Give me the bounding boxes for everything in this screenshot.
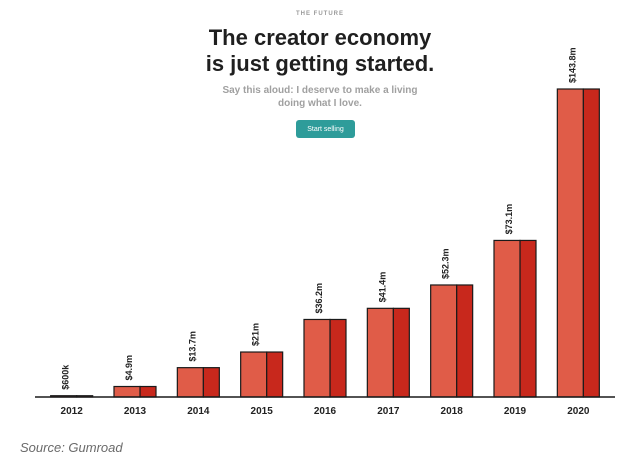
x-tick-label: 2015: [251, 406, 274, 417]
value-labels: $600k $4.9m $13.7m $21m $36.2m $41.4m $52.3m $7…: [61, 47, 578, 389]
eyebrow-label: THE FUTURE: [296, 11, 344, 17]
value-label: $13.7m: [187, 331, 197, 362]
bar-front-face: [303, 318, 331, 398]
bar-2020: [556, 88, 600, 398]
x-tick-label: 2013: [124, 406, 147, 417]
value-label: $21m: [251, 323, 261, 346]
start-selling-button[interactable]: Start selling: [296, 120, 355, 138]
bar-side-face: [266, 351, 284, 398]
value-label: $36.2m: [314, 283, 324, 314]
bar-2014: [176, 367, 220, 398]
bar-side-face: [519, 239, 537, 398]
page-title-line-1: The creator economy: [208, 25, 432, 50]
x-tick-labels: 2012 2013 2014 2015 2016 2017 2018 2019 2020: [61, 406, 590, 417]
bar-side-face: [202, 367, 220, 398]
bar-2016: [303, 318, 347, 398]
bar-front-face: [493, 239, 521, 398]
x-tick-label: 2020: [567, 406, 590, 417]
bar-2019: [493, 239, 537, 398]
bar-side-face: [139, 385, 157, 398]
bar-front-face: [113, 385, 141, 398]
x-tick-label: 2018: [441, 406, 464, 417]
bar-side-face: [582, 88, 600, 398]
x-tick-label: 2016: [314, 406, 337, 417]
bar-2017: [366, 307, 410, 398]
subtitle-line-2: doing what I love.: [278, 98, 362, 109]
bar-front-face: [176, 367, 204, 398]
value-label: $73.1m: [504, 204, 514, 235]
bar-2018: [430, 284, 474, 398]
value-label: $600k: [61, 364, 71, 390]
value-label: $4.9m: [124, 355, 134, 381]
x-tick-label: 2012: [61, 406, 84, 417]
bar-front-face: [240, 351, 268, 398]
page-title-line-2: is just getting started.: [205, 51, 435, 76]
source-caption: Source: Gumroad: [20, 440, 123, 455]
subtitle-line-1: Say this aloud: I deserve to make a livi…: [222, 85, 418, 96]
value-label: $143.8m: [567, 47, 577, 83]
x-tick-label: 2017: [377, 406, 400, 417]
bar-front-face: [430, 284, 458, 398]
bar-front-face: [556, 88, 584, 398]
bar-side-face: [392, 307, 410, 398]
x-tick-label: 2014: [187, 406, 210, 417]
bar-front-face: [366, 307, 394, 398]
value-label: $41.4m: [377, 272, 387, 303]
bar-side-face: [329, 318, 347, 398]
bar-2013: [113, 385, 157, 398]
x-tick-label: 2019: [504, 406, 527, 417]
bar-side-face: [456, 284, 474, 398]
value-label: $52.3m: [441, 248, 451, 279]
bar-2015: [240, 351, 284, 398]
bars-group: [50, 88, 600, 398]
